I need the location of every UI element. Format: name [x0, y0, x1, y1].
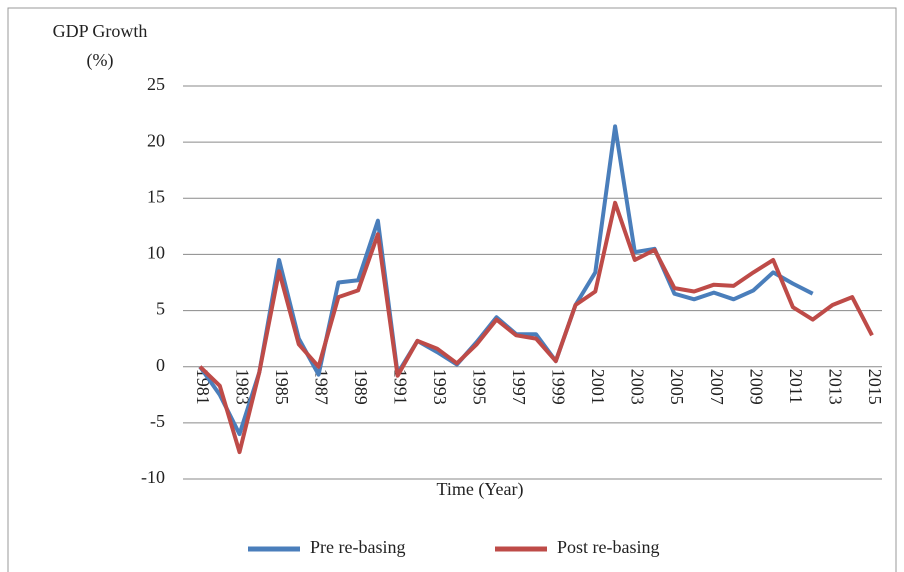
y-tick-label: 20: [147, 130, 165, 150]
x-tick-label: 1991: [391, 369, 411, 405]
x-tick-label: 1993: [430, 369, 450, 405]
x-tick-label: 2003: [628, 369, 648, 405]
chart-title: GDP Growth: [53, 21, 148, 41]
legend-label: Pre re-basing: [310, 537, 405, 557]
chart-border: [7, 7, 897, 572]
y-tick-label: 10: [147, 243, 165, 263]
y-tick-label: 0: [156, 355, 165, 375]
x-tick-label: 1999: [549, 369, 569, 405]
y-tick-label: -5: [150, 411, 165, 431]
x-tick-label: 2015: [865, 369, 885, 405]
x-tick-label: 2001: [588, 369, 608, 405]
y-tick-label: -10: [141, 467, 165, 487]
x-tick-label: 1995: [470, 369, 490, 405]
line-series: [198, 200, 874, 455]
legend-label: Post re-basing: [557, 537, 660, 557]
x-axis-title: Time (Year): [436, 479, 523, 500]
x-tick-label: 2009: [746, 369, 766, 405]
y-tick-label: 15: [147, 186, 165, 206]
x-tick-label: 1987: [311, 369, 331, 405]
x-tick-label: 1989: [351, 369, 371, 405]
x-tick-label: 2005: [667, 369, 687, 405]
x-tick-label: 2013: [825, 369, 845, 405]
x-tick-label: 1983: [232, 369, 252, 405]
y-tick-label: 25: [147, 74, 165, 94]
x-tick-label: 2011: [786, 369, 806, 404]
chart-subtitle: (%): [87, 50, 114, 71]
x-tick-label: 1985: [272, 369, 292, 405]
y-tick-label: 5: [156, 299, 165, 319]
x-tick-label: 1997: [509, 369, 529, 405]
x-tick-label: 2007: [707, 369, 727, 405]
